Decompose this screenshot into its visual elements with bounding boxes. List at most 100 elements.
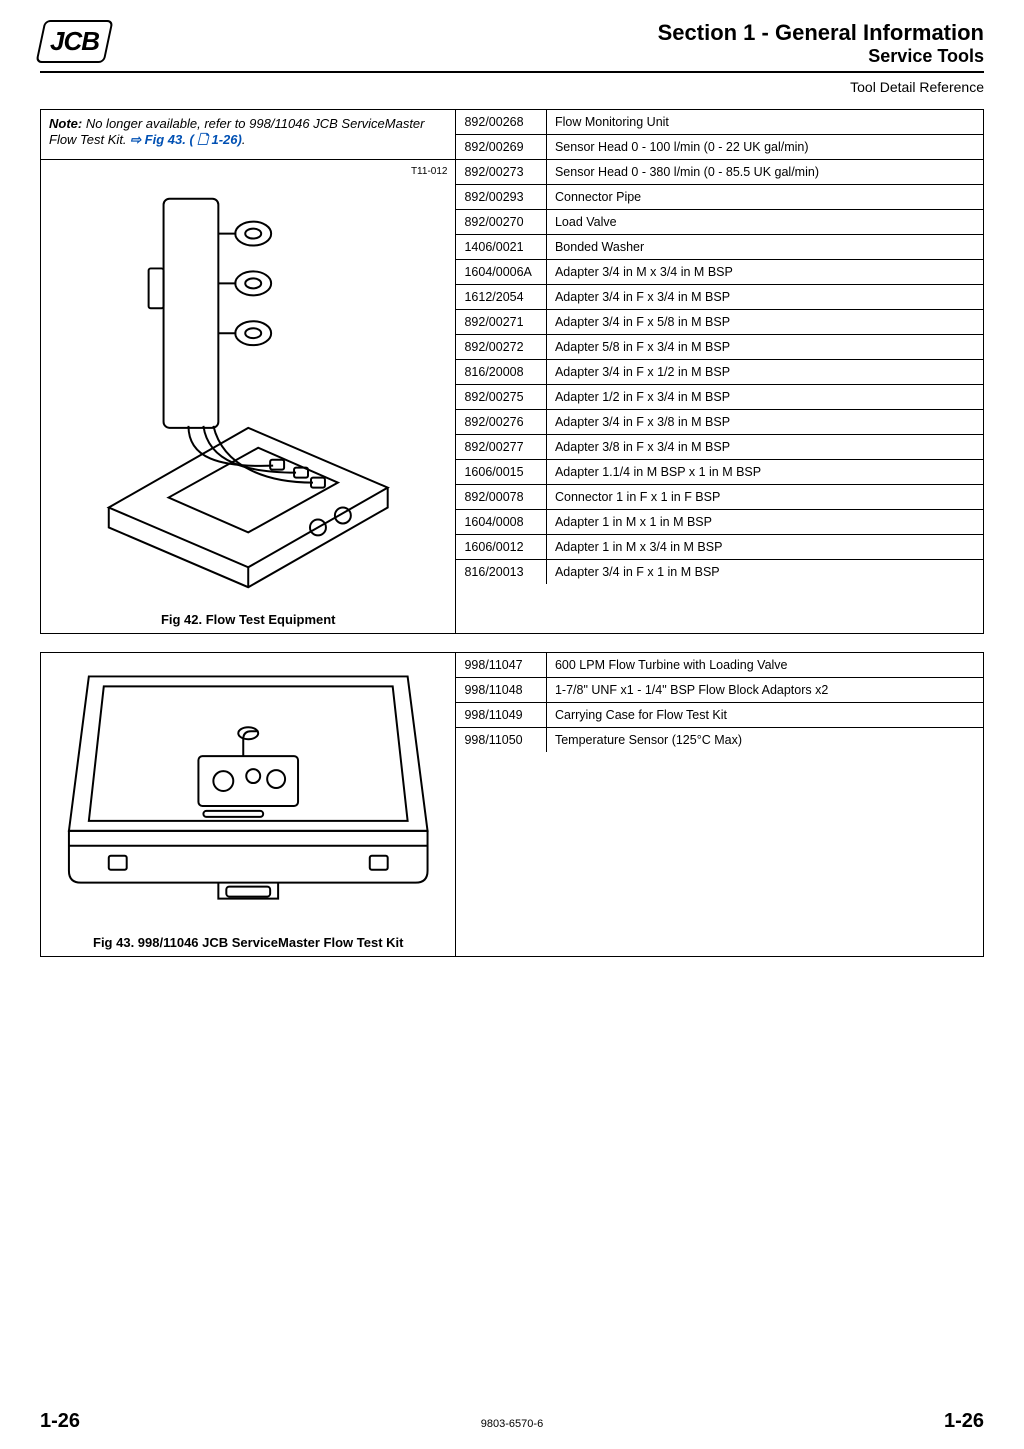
note-link-arrow: ⇨ xyxy=(130,132,141,147)
part-description: Bonded Washer xyxy=(546,235,983,260)
header-titles: Section 1 - General Information Service … xyxy=(658,20,984,67)
part-number: 816/20008 xyxy=(456,360,546,385)
part-description: Load Valve xyxy=(546,210,983,235)
part-number: 892/00272 xyxy=(456,335,546,360)
table-row: 1604/0008Adapter 1 in M x 1 in M BSP xyxy=(456,510,983,535)
table-row: 892/00273Sensor Head 0 - 380 l/min (0 - … xyxy=(456,160,983,185)
table-row: 1406/0021Bonded Washer xyxy=(456,235,983,260)
note-box: Note: No longer available, refer to 998/… xyxy=(41,110,455,160)
flow-test-equipment-panel: Note: No longer available, refer to 998/… xyxy=(40,109,984,634)
table-row: 816/20008Adapter 3/4 in F x 1/2 in M BSP xyxy=(456,360,983,385)
part-number: 1612/2054 xyxy=(456,285,546,310)
section-title: Section 1 - General Information xyxy=(658,20,984,46)
part-number: 1606/0015 xyxy=(456,460,546,485)
part-number: 1604/0008 xyxy=(456,510,546,535)
table-row: 892/00275Adapter 1/2 in F x 3/4 in M BSP xyxy=(456,385,983,410)
table-row: 1606/0012Adapter 1 in M x 3/4 in M BSP xyxy=(456,535,983,560)
table-row: 892/00271Adapter 3/4 in F x 5/8 in M BSP xyxy=(456,310,983,335)
part-number: 998/11048 xyxy=(456,678,546,703)
page-num-right: 1-26 xyxy=(944,1410,984,1433)
servicemaster-kit-illustration xyxy=(49,661,447,921)
part-description: Adapter 3/4 in F x 5/8 in M BSP xyxy=(546,310,983,335)
part-number: 998/11049 xyxy=(456,703,546,728)
part-description: Connector 1 in F x 1 in F BSP xyxy=(546,485,983,510)
table-row: 1612/2054Adapter 3/4 in F x 3/4 in M BSP xyxy=(456,285,983,310)
part-number: 998/11047 xyxy=(456,653,546,678)
part-description: 1-7/8" UNF x1 - 1/4" BSP Flow Block Adap… xyxy=(546,678,983,703)
part-number: 892/00078 xyxy=(456,485,546,510)
table-row: 892/00268Flow Monitoring Unit xyxy=(456,110,983,135)
part-description: Adapter 3/4 in F x 1/2 in M BSP xyxy=(546,360,983,385)
part-number: 892/00268 xyxy=(456,110,546,135)
part-description: Temperature Sensor (125°C Max) xyxy=(546,728,983,753)
table-row: 892/00270Load Valve xyxy=(456,210,983,235)
flow-test-equipment-illustration xyxy=(49,168,447,598)
part-description: Adapter 3/4 in M x 3/4 in M BSP xyxy=(546,260,983,285)
table-row: 892/00277Adapter 3/8 in F x 3/4 in M BSP xyxy=(456,435,983,460)
part-description: Adapter 3/8 in F x 3/4 in M BSP xyxy=(546,435,983,460)
table-row: 892/00293Connector Pipe xyxy=(456,185,983,210)
part-description: Adapter 1 in M x 3/4 in M BSP xyxy=(546,535,983,560)
panel2-left: Fig 43. 998/11046 JCB ServiceMaster Flow… xyxy=(41,653,455,956)
part-description: Adapter 5/8 in F x 3/4 in M BSP xyxy=(546,335,983,360)
part-description: Adapter 3/4 in F x 3/8 in M BSP xyxy=(546,410,983,435)
tool-detail-reference: Tool Detail Reference xyxy=(40,79,984,95)
table-row: 998/110481-7/8" UNF x1 - 1/4" BSP Flow B… xyxy=(456,678,983,703)
part-description: Carrying Case for Flow Test Kit xyxy=(546,703,983,728)
part-number: 1406/0021 xyxy=(456,235,546,260)
panel1-table: 892/00268Flow Monitoring Unit892/00269Se… xyxy=(455,110,983,633)
part-number: 1606/0012 xyxy=(456,535,546,560)
table-row: 998/11047600 LPM Flow Turbine with Loadi… xyxy=(456,653,983,678)
table-row: 1606/0015Adapter 1.1/4 in M BSP x 1 in M… xyxy=(456,460,983,485)
part-description: 600 LPM Flow Turbine with Loading Valve xyxy=(546,653,983,678)
servicemaster-kit-panel: Fig 43. 998/11046 JCB ServiceMaster Flow… xyxy=(40,652,984,957)
part-description: Adapter 3/4 in F x 3/4 in M BSP xyxy=(546,285,983,310)
part-number: 892/00275 xyxy=(456,385,546,410)
sub-title: Service Tools xyxy=(658,46,984,67)
table-row: 1604/0006AAdapter 3/4 in M x 3/4 in M BS… xyxy=(456,260,983,285)
parts-table-2: 998/11047600 LPM Flow Turbine with Loadi… xyxy=(456,653,983,752)
part-description: Flow Monitoring Unit xyxy=(546,110,983,135)
logo: JCB xyxy=(35,20,113,63)
part-number: 892/00273 xyxy=(456,160,546,185)
part-number: 892/00277 xyxy=(456,435,546,460)
part-description: Adapter 3/4 in F x 1 in M BSP xyxy=(546,560,983,585)
part-number: 1604/0006A xyxy=(456,260,546,285)
part-number: 998/11050 xyxy=(456,728,546,753)
parts-table-1: 892/00268Flow Monitoring Unit892/00269Se… xyxy=(456,110,983,584)
part-number: 892/00271 xyxy=(456,310,546,335)
table-row: 892/00078Connector 1 in F x 1 in F BSP xyxy=(456,485,983,510)
table-row: 892/00269Sensor Head 0 - 100 l/min (0 - … xyxy=(456,135,983,160)
note-link[interactable]: Fig 43. ( 🗋 1-26) xyxy=(141,132,242,147)
servicemaster-diagram xyxy=(41,653,455,929)
doc-number: 9803-6570-6 xyxy=(481,1418,543,1430)
fig42-caption: Fig 42. Flow Test Equipment xyxy=(41,606,455,633)
panel2-table: 998/11047600 LPM Flow Turbine with Loadi… xyxy=(455,653,983,956)
part-description: Adapter 1/2 in F x 3/4 in M BSP xyxy=(546,385,983,410)
part-description: Sensor Head 0 - 100 l/min (0 - 22 UK gal… xyxy=(546,135,983,160)
logo-text: JCB xyxy=(50,26,99,57)
page-footer: 1-26 9803-6570-6 1-26 xyxy=(0,1410,1024,1433)
part-number: 892/00276 xyxy=(456,410,546,435)
table-row: 998/11049Carrying Case for Flow Test Kit xyxy=(456,703,983,728)
part-number: 816/20013 xyxy=(456,560,546,585)
note-trail: . xyxy=(242,132,246,147)
table-row: 816/20013Adapter 3/4 in F x 1 in M BSP xyxy=(456,560,983,585)
table-row: 892/00276Adapter 3/4 in F x 3/8 in M BSP xyxy=(456,410,983,435)
flow-test-diagram: T11-012 xyxy=(41,160,455,606)
part-description: Connector Pipe xyxy=(546,185,983,210)
part-number: 892/00293 xyxy=(456,185,546,210)
page-header: JCB Section 1 - General Information Serv… xyxy=(40,20,984,73)
diagram-tag: T11-012 xyxy=(411,166,448,177)
fig43-caption: Fig 43. 998/11046 JCB ServiceMaster Flow… xyxy=(41,929,455,956)
note-prefix: Note: xyxy=(49,116,82,131)
page-num-left: 1-26 xyxy=(40,1410,80,1433)
part-number: 892/00270 xyxy=(456,210,546,235)
panel-left: Note: No longer available, refer to 998/… xyxy=(41,110,455,633)
part-description: Adapter 1.1/4 in M BSP x 1 in M BSP xyxy=(546,460,983,485)
part-description: Adapter 1 in M x 1 in M BSP xyxy=(546,510,983,535)
table-row: 998/11050Temperature Sensor (125°C Max) xyxy=(456,728,983,753)
part-number: 892/00269 xyxy=(456,135,546,160)
part-description: Sensor Head 0 - 380 l/min (0 - 85.5 UK g… xyxy=(546,160,983,185)
table-row: 892/00272Adapter 5/8 in F x 3/4 in M BSP xyxy=(456,335,983,360)
